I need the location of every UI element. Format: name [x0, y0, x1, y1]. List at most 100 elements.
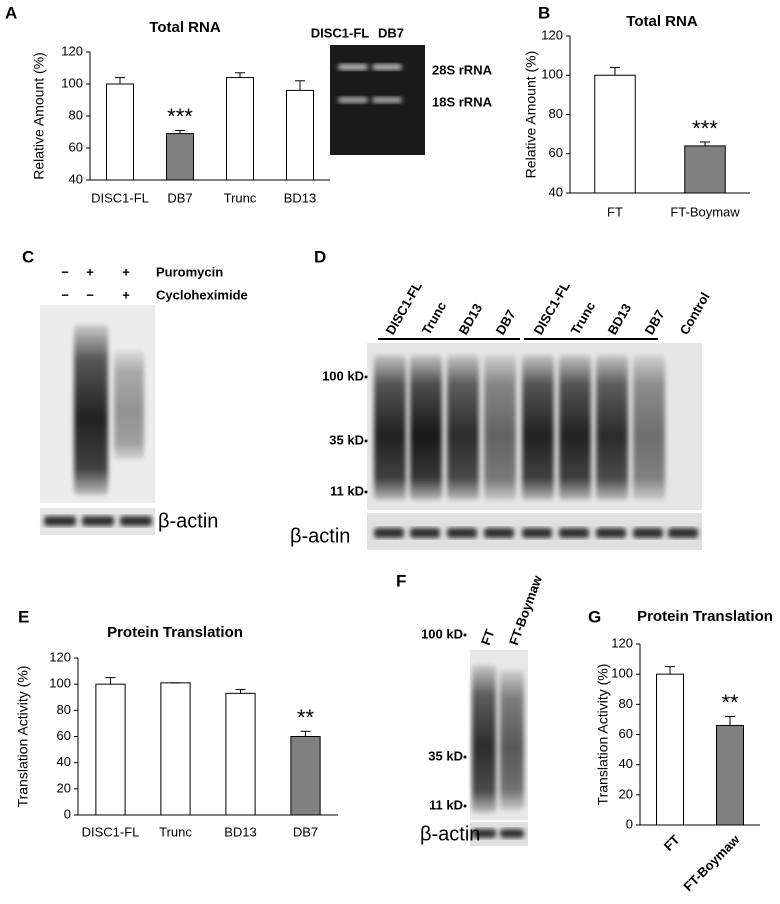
marker-dot	[364, 490, 368, 494]
lane-label: Trunc	[568, 299, 599, 337]
blot-band	[374, 528, 404, 538]
lane-label: DB7	[493, 307, 519, 337]
blot-smear	[559, 355, 591, 500]
x-tick-label: Trunc	[159, 824, 192, 839]
bar	[290, 736, 321, 816]
lane-label: BD13	[456, 301, 486, 337]
blot-smear	[410, 355, 442, 500]
bar	[106, 83, 134, 181]
y-tick-label: 80	[69, 107, 83, 122]
panel-letter: F	[396, 571, 406, 590]
lane-label: DISC1-FL	[311, 25, 370, 40]
lane-label: FT-Boymaw	[506, 573, 545, 648]
blot-band	[668, 528, 698, 538]
chart-title: Total RNA	[626, 13, 698, 30]
panel-letter: E	[18, 607, 29, 626]
y-tick-label: 60	[57, 728, 71, 743]
loading-label: β-actin	[420, 823, 480, 845]
y-tick-label: 120	[611, 635, 633, 650]
panel-letter: G	[588, 607, 601, 626]
loading-label: β-actin	[158, 510, 218, 532]
blot-smear	[633, 355, 665, 500]
blot-smear	[472, 665, 496, 813]
y-axis-label: Relative Amount (%)	[31, 52, 47, 180]
blot-smear	[484, 355, 516, 500]
blot-band	[338, 97, 368, 103]
y-tick-label: 0	[64, 806, 71, 821]
lane-label: DB7	[642, 307, 668, 337]
y-axis-label: Translation Activity (%)	[595, 664, 611, 806]
blot-band	[338, 64, 368, 70]
blot-band	[596, 528, 626, 538]
blot-band	[559, 528, 589, 538]
y-tick-label: 120	[541, 27, 563, 42]
x-tick-label: BD13	[224, 824, 257, 839]
significance: ***	[692, 116, 718, 141]
y-axis-label: Translation Activity (%)	[15, 666, 31, 808]
marker-dot	[364, 375, 368, 379]
panel-letter: D	[314, 247, 326, 266]
y-tick-label: 60	[619, 726, 633, 741]
y-tick-label: 20	[619, 786, 633, 801]
blot-band	[372, 97, 402, 103]
band-label: 18S rRNA	[432, 94, 493, 109]
treatment-sign: −	[86, 287, 94, 302]
y-tick-label: 60	[69, 139, 83, 154]
bar	[286, 89, 314, 181]
panel-letter: A	[5, 3, 17, 22]
marker-dot	[463, 633, 467, 637]
x-tick-label: FT-Boymaw	[670, 204, 740, 219]
blot-band	[82, 516, 114, 526]
blot-band	[522, 528, 552, 538]
blot-smear	[74, 325, 108, 495]
x-tick-label: DB7	[293, 824, 318, 839]
band-label: 28S rRNA	[432, 62, 493, 77]
treatment-name: Cycloheximide	[156, 287, 248, 302]
marker-label: 35 kD	[329, 432, 364, 447]
y-tick-label: 40	[69, 171, 83, 186]
y-tick-label: 80	[549, 106, 563, 121]
bar	[226, 77, 254, 181]
y-tick-label: 100	[611, 666, 633, 681]
y-tick-label: 40	[619, 756, 633, 771]
blot-smear	[522, 355, 554, 500]
blot-band	[44, 516, 76, 526]
significance: **	[721, 690, 739, 715]
y-tick-label: 100	[541, 67, 563, 82]
x-tick-label: DB7	[167, 190, 192, 205]
chart-title: Protein Translation	[107, 624, 243, 641]
panel-letter: C	[22, 247, 34, 266]
treatment-sign: −	[61, 287, 69, 302]
marker-label: 100 kD	[322, 368, 364, 383]
y-tick-label: 100	[61, 75, 83, 90]
loading-label: β-actin	[290, 525, 350, 547]
chart-title: Protein Translation	[637, 608, 773, 625]
chart-title: Total RNA	[149, 19, 221, 36]
marker-label: 100 kD	[421, 626, 463, 641]
panel-letter: B	[538, 3, 550, 22]
x-tick-label: DISC1-FL	[82, 824, 140, 839]
blot-smear	[596, 355, 628, 500]
blot-band	[447, 528, 477, 538]
x-tick-label: FT	[607, 204, 623, 219]
y-tick-label: 60	[549, 145, 563, 160]
y-tick-label: 100	[49, 676, 71, 691]
marker-dot	[364, 439, 368, 443]
marker-label: 35 kD	[428, 748, 463, 763]
x-tick-label: BD13	[284, 190, 317, 205]
bar	[716, 724, 744, 826]
treatment-name: Puromycin	[156, 264, 223, 279]
y-tick-label: 80	[619, 696, 633, 711]
lane-label: Trunc	[419, 299, 450, 337]
x-tick-label: Trunc	[224, 190, 257, 205]
marker-label: 11 kD	[429, 797, 463, 812]
treatment-sign: +	[122, 264, 130, 279]
y-tick-label: 20	[57, 780, 71, 795]
blot-smear	[500, 670, 524, 810]
marker-label: 11 kD	[330, 483, 364, 498]
blot-band	[372, 64, 402, 70]
treatment-sign: −	[61, 264, 69, 279]
marker-dot	[463, 755, 467, 759]
lane-label: DB7	[378, 25, 404, 40]
